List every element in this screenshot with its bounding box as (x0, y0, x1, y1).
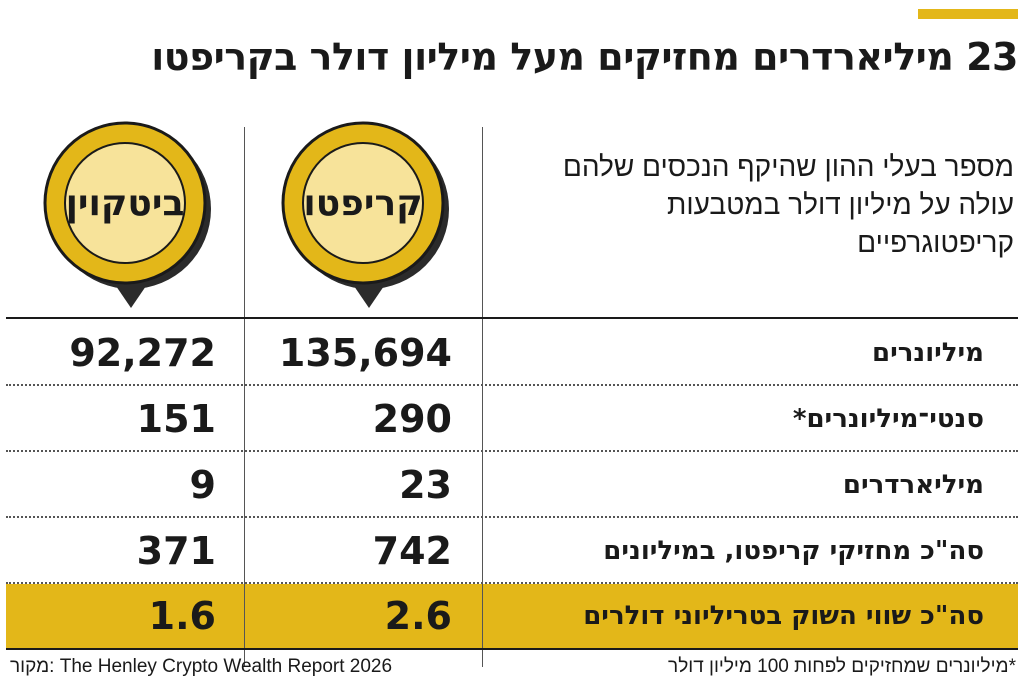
bitcoin-column-label: ביטקוין (66, 183, 185, 224)
row-divider (6, 516, 1018, 518)
row-divider (6, 384, 1018, 386)
crypto-value: 135,694 (278, 331, 452, 375)
row-label: מיליונרים (872, 338, 984, 368)
row-label: סנטי־מיליונרים* (792, 404, 984, 434)
crypto-value: 2.6 (384, 594, 452, 638)
bitcoin-value: 151 (136, 397, 216, 441)
crypto-value: 290 (372, 397, 452, 441)
column-divider (482, 127, 483, 667)
row-divider (6, 582, 1018, 584)
footnote: *מיליונרים שמחזיקים לפחות 100 מיליון דול… (668, 656, 1016, 677)
crypto-column-label: קריפטו (303, 183, 422, 224)
subtitle: מספר בעלי ההון שהיקף הנכסים שלהם עולה על… (562, 151, 1014, 258)
bitcoin-coin-icon: ביטקוין (43, 121, 211, 308)
highlight-row (6, 584, 1018, 648)
row-label: סה"כ שווי השוק בטריליוני דולרים (583, 601, 984, 631)
row-divider (6, 450, 1018, 452)
crypto-coin-icon: קריפטו (281, 121, 449, 308)
bitcoin-value: 1.6 (148, 594, 216, 638)
crypto-value: 742 (372, 529, 452, 573)
row-label: סה"כ מחזיקי קריפטו, במיליונים (603, 536, 984, 566)
table-top-rule (6, 317, 1018, 319)
bitcoin-value: 371 (136, 529, 216, 573)
row-label: מיליארדרים (842, 470, 984, 500)
column-divider (244, 127, 245, 667)
table-bottom-rule (6, 648, 1018, 650)
crypto-value: 23 (399, 463, 452, 507)
source-credit: The Henley Crypto Wealth Report 2026 :מק… (10, 656, 393, 677)
bitcoin-value: 92,272 (69, 331, 216, 375)
page-title: 23 מיליארדרים מחזיקים מעל מיליון דולר בק… (151, 35, 1018, 79)
bitcoin-value: 9 (189, 463, 216, 507)
accent-bar (918, 9, 1018, 19)
